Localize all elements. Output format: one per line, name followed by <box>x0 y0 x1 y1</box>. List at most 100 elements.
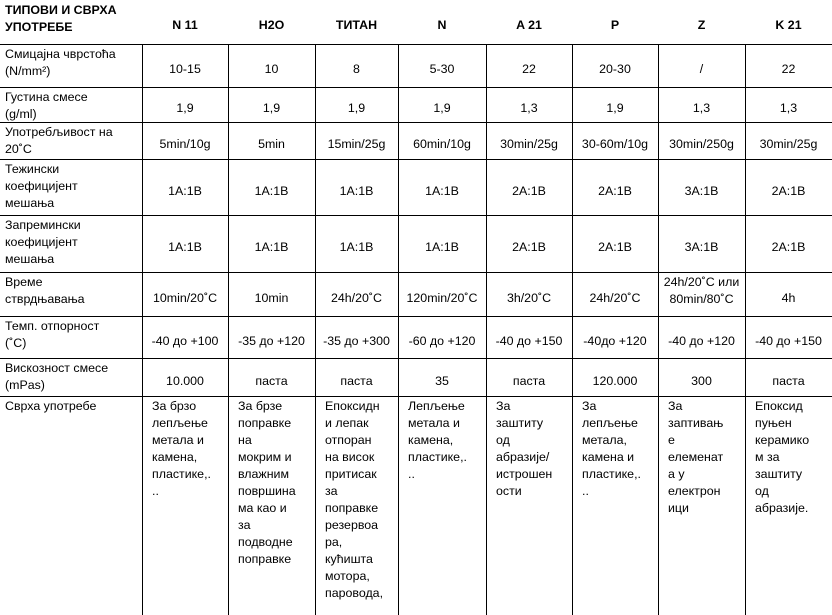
table-cell: 1A:1B <box>425 184 459 198</box>
row-divider <box>0 159 832 160</box>
table-cell: 1A:1B <box>254 184 289 198</box>
table-cell: паста <box>772 374 805 388</box>
table-cell: Лепљење метала и камена, пластике,. .. <box>408 399 467 481</box>
header-cell: H2O <box>258 18 285 32</box>
table-cell: 5min/10g <box>159 137 211 151</box>
table-cell: За заштиту од абразије/ истрошен ости <box>496 399 553 498</box>
row-divider <box>0 87 832 88</box>
row-label: Запремински коефицијент мешања <box>5 218 81 266</box>
table-cell: 30min/25g <box>759 137 818 151</box>
column-divider <box>745 44 746 615</box>
table-cell: 10 <box>264 62 279 76</box>
table-cell: 30-60m/10g <box>581 137 649 151</box>
row-divider <box>0 316 832 317</box>
table-cell: 3A:1B <box>684 240 719 254</box>
table-cell: -40 до +100 <box>151 334 219 348</box>
table-cell: За брзе поправке на мокрим и влажним пов… <box>238 399 296 566</box>
table-cell: 2A:1B <box>512 184 546 198</box>
table-cell: 3h/20˚C <box>506 291 552 305</box>
header-cell: ТИТАН <box>335 18 378 32</box>
row-divider <box>0 358 832 359</box>
header-cell: Z <box>697 18 706 32</box>
table-cell: 30min/250g <box>669 137 734 151</box>
column-divider <box>398 44 399 615</box>
table-cell: 1,9 <box>606 101 624 115</box>
table-cell: 8 <box>353 62 360 76</box>
column-divider <box>228 44 229 615</box>
table-cell: 24h/20˚C <box>589 291 641 305</box>
row-divider <box>0 44 832 45</box>
table-cell: За лепљење метала, камена и пластике,. .… <box>582 399 641 498</box>
table-cell: 2A:1B <box>512 240 546 254</box>
table-cell: 24h/20˚C <box>331 291 382 305</box>
table-cell: 2A:1B <box>771 184 806 198</box>
table-cell: 3A:1B <box>684 184 719 198</box>
table-cell: -35 до +300 <box>323 334 390 348</box>
row-divider <box>0 215 832 216</box>
table-cell: 4h <box>781 291 796 305</box>
table-cell: 5min <box>258 137 285 151</box>
table-cell: 1A:1B <box>168 184 202 198</box>
row-divider <box>0 272 832 273</box>
column-divider <box>486 44 487 615</box>
table-cell: 24h/20˚C или 80min/80˚C <box>663 275 740 306</box>
table-cell: 2A:1B <box>598 240 632 254</box>
table-cell: 1,9 <box>433 101 451 115</box>
table-cell: 120min/20˚C <box>406 291 478 305</box>
table-cell: 1,9 <box>262 101 281 115</box>
table-cell: 300 <box>691 374 712 388</box>
table-cell: 22 <box>781 62 796 76</box>
header-cell: N 11 <box>172 18 198 32</box>
table-cell: 35 <box>435 374 449 388</box>
row-label: Густина смесе (g/ml) <box>5 90 88 121</box>
table-cell: 20-30 <box>599 62 631 76</box>
table-cell: 1,9 <box>176 101 194 115</box>
table-cell: 1A:1B <box>425 240 459 254</box>
header-cell-types: ТИПОВИ И СВРХА УПОТРЕБЕ <box>5 3 117 34</box>
column-divider <box>572 44 573 615</box>
table-cell: / <box>699 62 704 76</box>
table-cell: паста <box>255 374 288 388</box>
column-divider <box>315 44 316 615</box>
table-cell: 10min <box>254 291 289 305</box>
row-label: Време стврдњавања <box>5 275 85 306</box>
table-cell: паста <box>512 374 546 388</box>
table-cell: паста <box>340 374 373 388</box>
table-cell: 22 <box>522 62 536 76</box>
row-label: Употребљивост на 20˚C <box>5 125 113 156</box>
row-divider <box>0 122 832 123</box>
table-cell: 10-15 <box>169 62 201 76</box>
header-cell: P <box>610 18 620 32</box>
table-cell: 120.000 <box>592 374 638 388</box>
table-cell: 1A:1B <box>254 240 289 254</box>
table-cell: 1,3 <box>692 101 711 115</box>
table-cell: 2A:1B <box>598 184 632 198</box>
table-cell: 5-30 <box>429 62 455 76</box>
column-divider <box>658 44 659 615</box>
table-cell: 30min/25g <box>500 137 558 151</box>
table-cell: -60 до +120 <box>408 334 476 348</box>
table-cell: За брзо лепљење метала и камена, пластик… <box>152 399 211 498</box>
table-cell: -35 до +120 <box>238 334 305 348</box>
row-label: Тежински коефицијент мешања <box>5 162 78 210</box>
column-divider <box>142 44 143 615</box>
header-cell: K 21 <box>775 18 802 32</box>
table-cell: 1A:1B <box>339 184 374 198</box>
table-cell: 1A:1B <box>339 240 374 254</box>
row-label: Сврха употребе <box>5 399 97 413</box>
table-cell: За заптивањ е елеменат а у електрон ици <box>668 399 724 515</box>
table-cell: -40 до +150 <box>495 334 563 348</box>
row-label: Смицајна чврстоћа (N/mm²) <box>5 47 116 78</box>
table-cell: Епоксидн и лепак отпоран на висок притис… <box>325 399 384 600</box>
table-cell: 10.000 <box>166 374 204 388</box>
table-cell: 60min/10g <box>413 137 471 151</box>
table-cell: 10min/20˚C <box>152 291 218 305</box>
row-label: Вискозност смесе (mPas) <box>5 361 109 392</box>
header-cell: A 21 <box>516 18 542 32</box>
table-cell: 1A:1B <box>168 240 202 254</box>
header-cell: N <box>437 18 447 32</box>
table-cell: 1,3 <box>779 101 798 115</box>
table-cell: -40 до +150 <box>755 334 822 348</box>
table-cell: 1,3 <box>520 101 538 115</box>
